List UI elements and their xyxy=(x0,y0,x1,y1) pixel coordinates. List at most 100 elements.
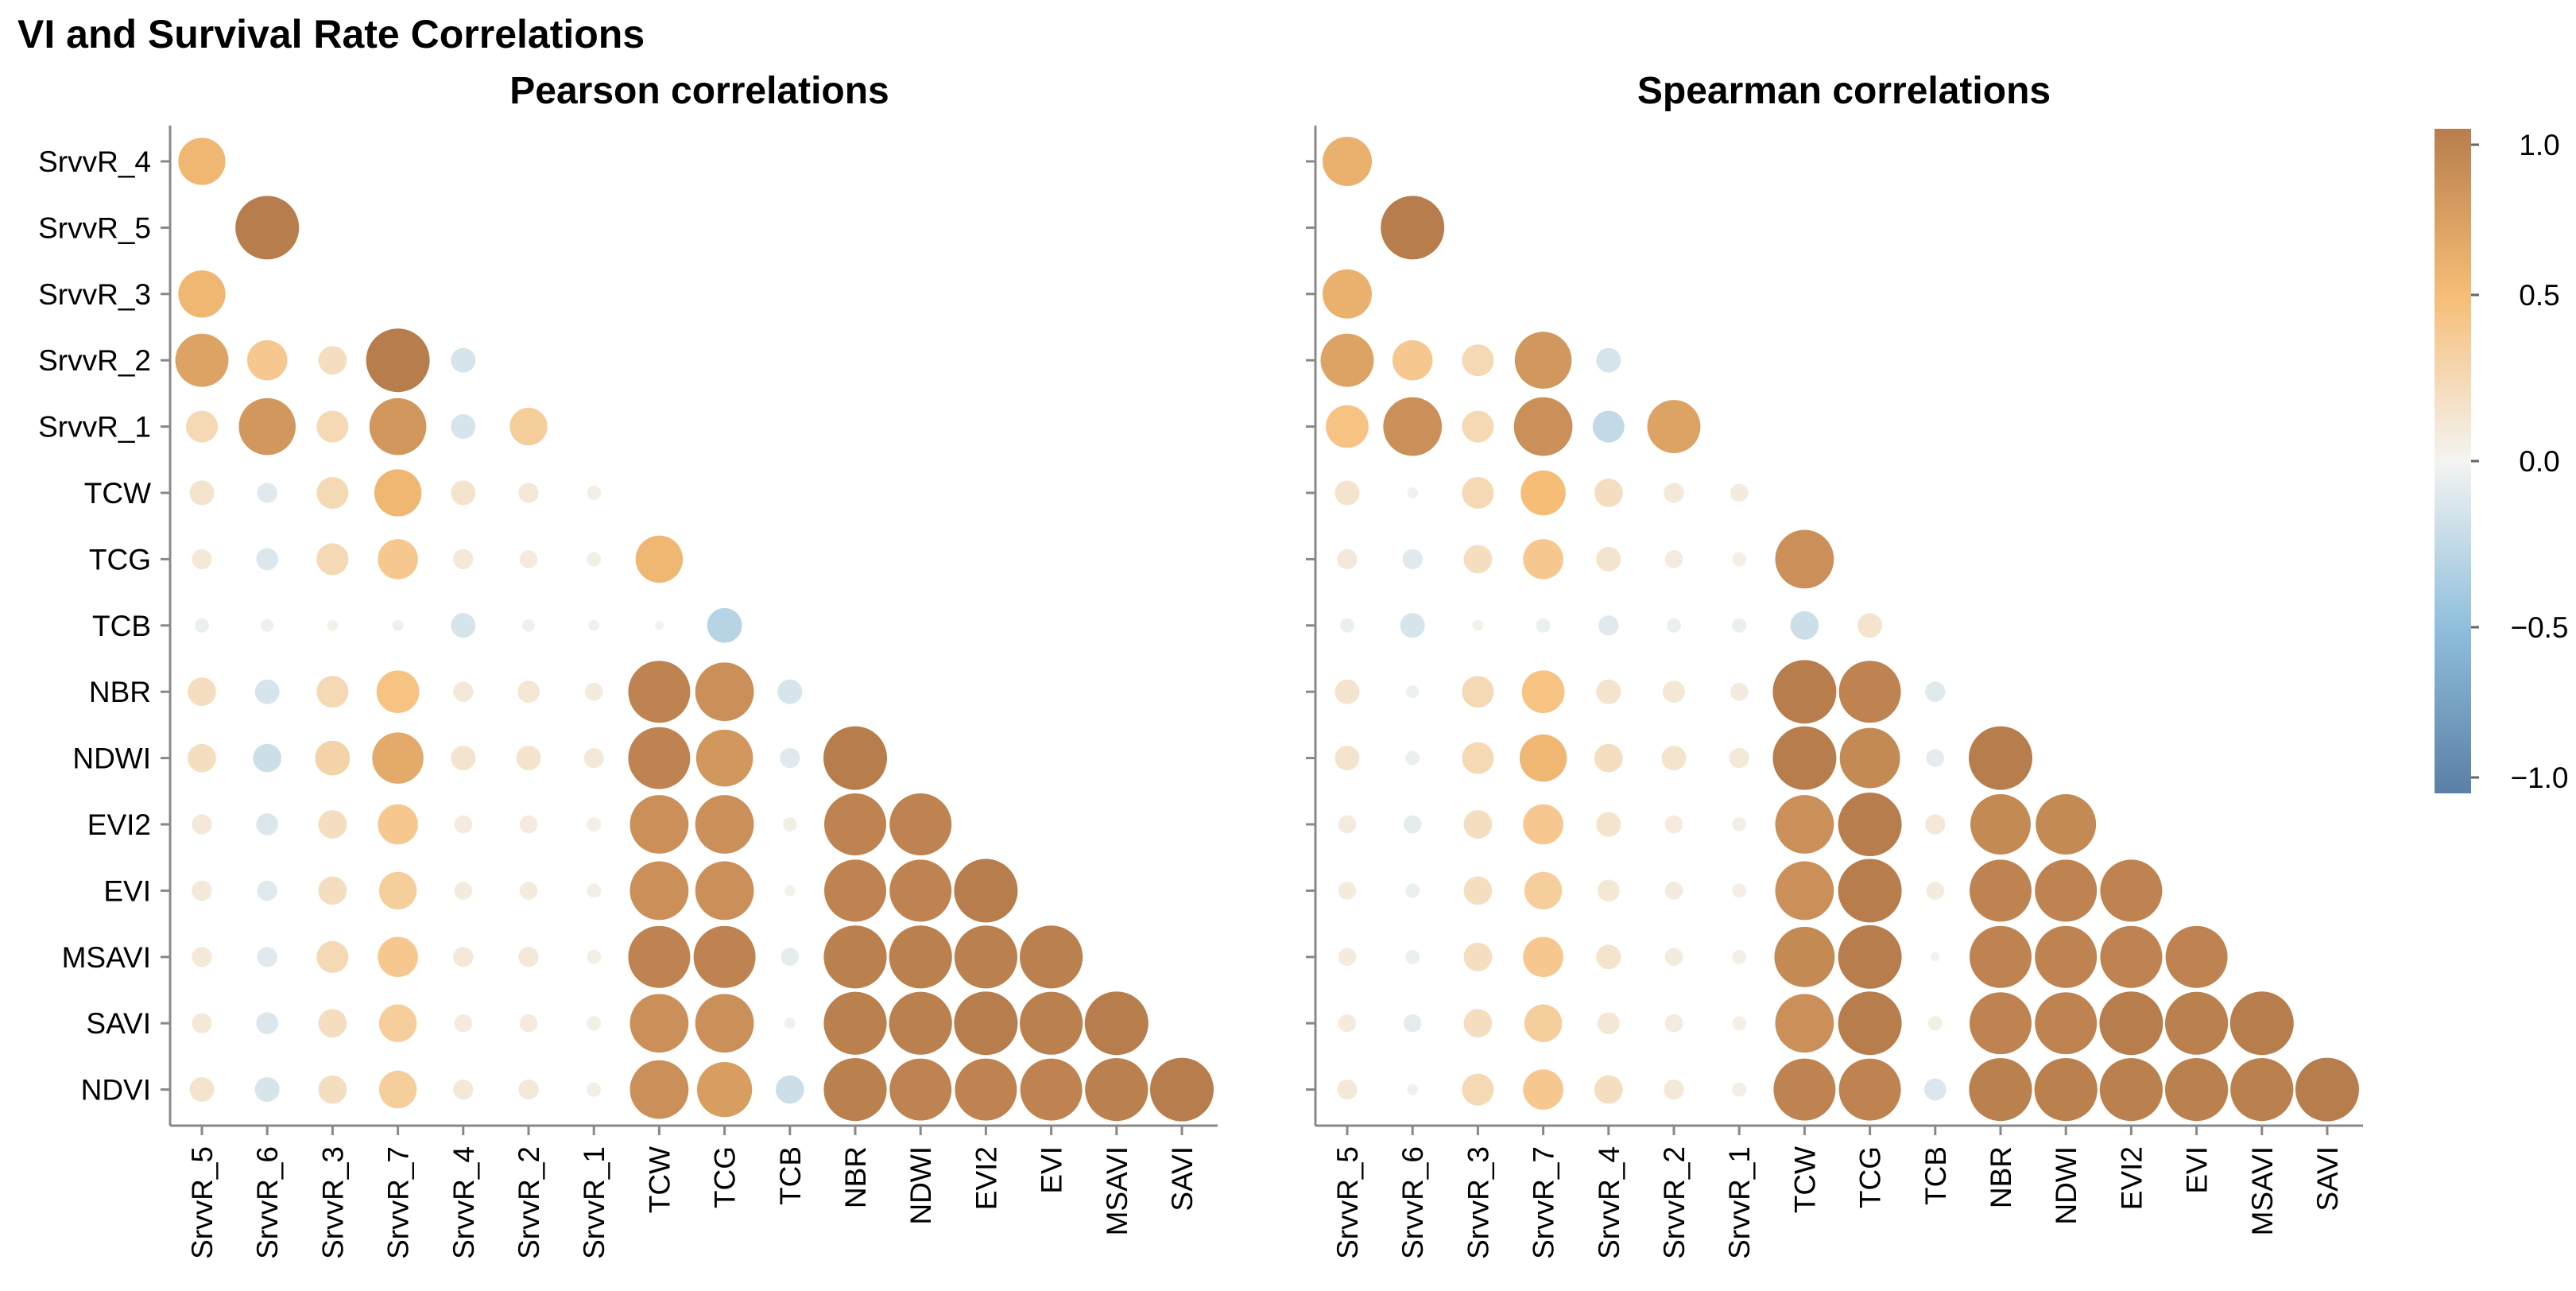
panel-pearson: Pearson correlations SrvvR_4 SrvvR_5 SrvvR_… xyxy=(38,70,1218,1259)
figure-title: VI and Survival Rate Correlations xyxy=(17,12,645,56)
correlation-bubble xyxy=(823,925,887,989)
correlation-bubble xyxy=(784,1018,796,1029)
x-tick-label: TCW xyxy=(643,1146,676,1213)
y-tick-label: SrvvR_5 xyxy=(38,211,151,244)
correlation-bubble xyxy=(1596,679,1621,704)
correlation-bubble xyxy=(695,795,754,854)
correlation-bubble xyxy=(518,947,539,967)
correlation-bubble xyxy=(1594,479,1623,507)
correlation-bubble xyxy=(695,994,754,1053)
correlation-bubble xyxy=(1407,1084,1419,1095)
correlation-bubble xyxy=(1925,681,1946,702)
correlation-bubble xyxy=(453,681,474,702)
correlation-bubble xyxy=(1521,670,1565,714)
correlation-bubble xyxy=(1663,680,1685,704)
correlation-bubble xyxy=(629,795,689,854)
correlation-bubble xyxy=(824,793,886,855)
correlation-bubble xyxy=(587,552,602,567)
correlation-bubble xyxy=(238,397,296,456)
correlation-bubble xyxy=(1524,871,1563,910)
correlation-bubble xyxy=(629,994,689,1053)
correlation-bubble xyxy=(1647,400,1701,454)
correlation-bubble xyxy=(584,682,603,701)
correlation-bubble xyxy=(1150,1057,1214,1122)
correlation-bubble xyxy=(518,483,539,503)
correlation-bubble xyxy=(1970,794,2031,855)
correlation-bubble xyxy=(316,477,349,509)
y-tick-label: SrvvR_4 xyxy=(38,145,151,178)
correlation-bubble xyxy=(257,483,277,503)
correlation-bubble xyxy=(1334,746,1360,771)
correlation-bubble xyxy=(1407,487,1419,498)
correlation-bubble xyxy=(2099,991,2163,1056)
correlation-bubble xyxy=(588,619,600,631)
correlation-bubble xyxy=(392,619,404,631)
correlation-bubble xyxy=(955,1058,1017,1121)
y-tick-label: SrvvR_2 xyxy=(38,344,151,377)
correlation-bubble xyxy=(254,1077,280,1103)
correlation-bubble xyxy=(254,679,280,704)
correlation-bubble xyxy=(583,747,604,769)
correlation-bubble xyxy=(1340,618,1354,633)
correlation-bubble xyxy=(192,814,212,835)
correlation-bubble xyxy=(954,925,1017,989)
correlation-bubble xyxy=(1462,344,1494,377)
correlation-bubble xyxy=(1790,611,1819,640)
correlation-bubble xyxy=(1337,1079,1358,1100)
correlation-bubble xyxy=(777,679,803,704)
correlation-bubble xyxy=(1926,882,1945,900)
correlation-bubble xyxy=(189,1077,215,1103)
correlation-bubble xyxy=(824,859,886,922)
correlation-bubble xyxy=(1462,1073,1494,1106)
correlation-bubble xyxy=(1402,549,1423,570)
correlation-bubble xyxy=(1462,410,1494,443)
correlation-bubble xyxy=(195,618,209,633)
y-tick-label: MSAVI xyxy=(62,941,151,974)
correlation-bubble xyxy=(1381,196,1445,260)
x-tick-label: TCB xyxy=(1919,1146,1952,1205)
correlation-bubble xyxy=(316,543,349,576)
correlation-bubble xyxy=(1597,879,1620,902)
correlation-bubble xyxy=(1463,876,1493,905)
correlation-bubble xyxy=(1084,991,1149,1056)
correlation-bubble xyxy=(1472,619,1484,631)
correlation-bubble xyxy=(1923,1078,1947,1101)
correlation-bubble xyxy=(1664,882,1683,900)
correlation-bubble xyxy=(1020,991,1083,1055)
correlation-bubble xyxy=(782,817,797,832)
correlation-bubble xyxy=(695,662,754,722)
correlation-bubble xyxy=(189,480,215,506)
correlation-bubble xyxy=(519,815,538,834)
correlation-bubble xyxy=(376,670,420,714)
correlation-bubble xyxy=(374,469,422,517)
correlation-bubble xyxy=(256,813,279,835)
correlation-bubble xyxy=(889,793,952,855)
correlation-bubble xyxy=(1931,952,1940,962)
correlation-bubble xyxy=(1775,529,1834,589)
correlation-bubble xyxy=(378,804,418,845)
correlation-bubble xyxy=(1664,815,1683,834)
correlation-bubble xyxy=(1772,660,1837,724)
correlation-bubble xyxy=(1773,1058,1836,1121)
correlation-bubble xyxy=(1594,743,1623,773)
correlation-bubble xyxy=(1857,613,1883,638)
correlation-bubble xyxy=(518,1079,539,1100)
correlation-bubble xyxy=(2100,925,2163,988)
correlation-bubble xyxy=(1969,1058,2032,1122)
correlation-bubble xyxy=(2165,991,2229,1055)
correlation-bubble xyxy=(1334,480,1360,506)
correlation-bubble xyxy=(1772,726,1837,790)
x-tick-label: SrvvR_6 xyxy=(251,1146,284,1259)
correlation-bubble xyxy=(327,619,339,631)
correlation-bubble xyxy=(1664,550,1683,568)
x-tick-label: NDWI xyxy=(2050,1146,2082,1225)
x-tick-label: SrvvR_4 xyxy=(1593,1146,1625,1259)
correlation-bubble xyxy=(1463,810,1493,839)
correlation-bubble xyxy=(1405,750,1420,766)
correlation-bubble xyxy=(318,810,347,839)
correlation-bubble xyxy=(1596,347,1621,373)
correlation-bubble xyxy=(654,621,664,630)
correlation-bubble xyxy=(1730,483,1749,502)
colorbar: 1.0 0.5 0.0 −0.5 −1.0 xyxy=(2435,129,2569,794)
